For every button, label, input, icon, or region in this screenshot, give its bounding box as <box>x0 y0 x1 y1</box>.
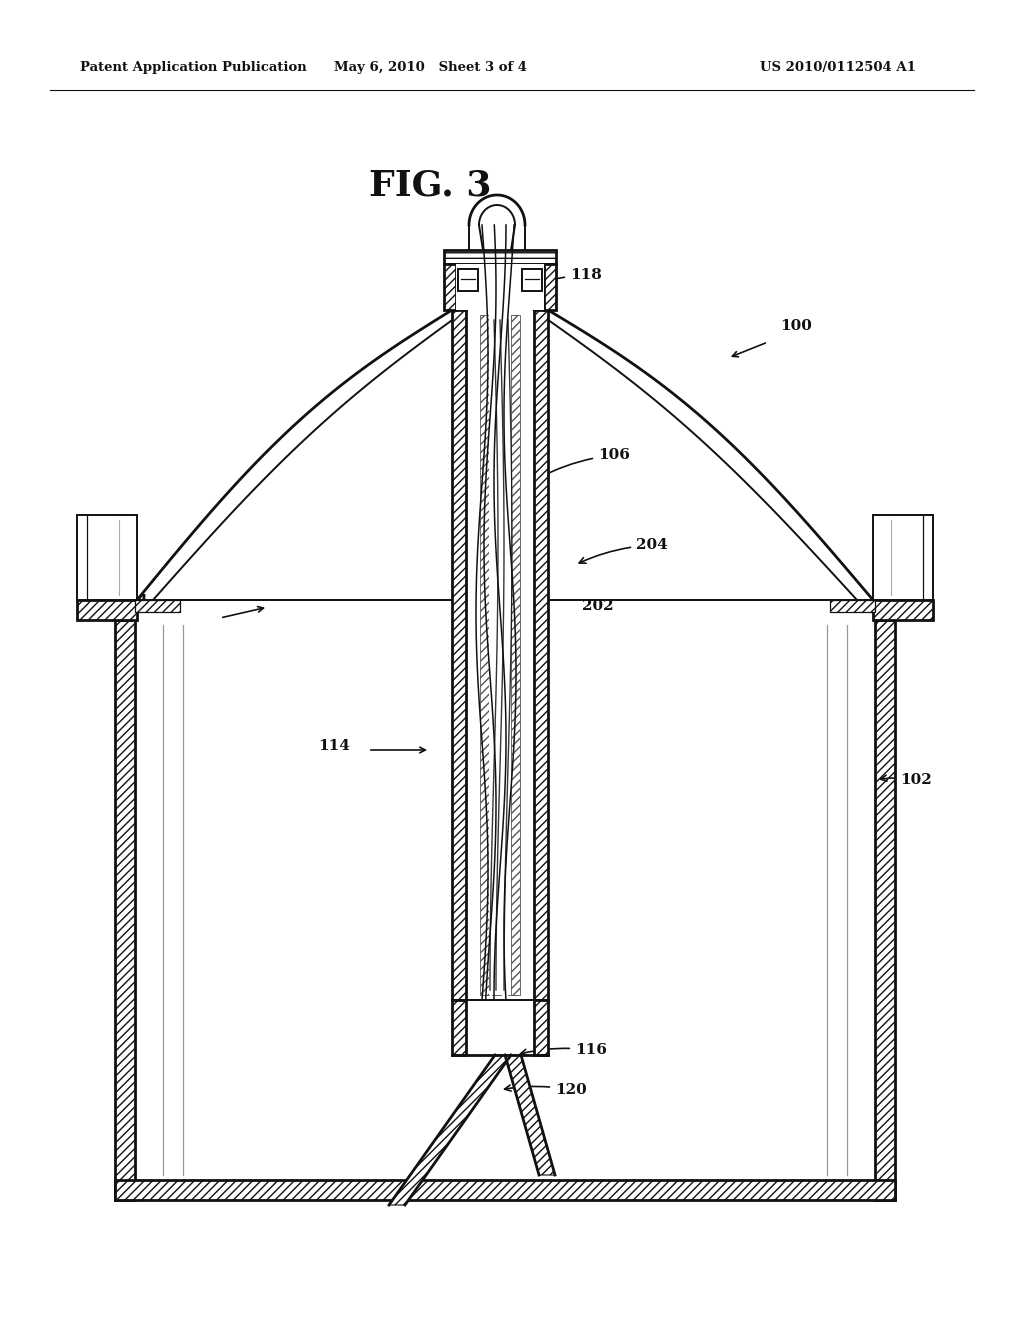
Bar <box>511 315 520 995</box>
Bar <box>492 315 501 995</box>
Text: 202: 202 <box>582 599 613 612</box>
Bar <box>873 601 933 620</box>
Text: 106: 106 <box>539 447 630 478</box>
Text: 118: 118 <box>512 268 602 293</box>
Bar <box>480 315 489 995</box>
Bar <box>444 249 556 264</box>
Text: 102: 102 <box>881 774 932 787</box>
Text: 114: 114 <box>318 739 350 752</box>
Bar <box>115 620 135 1200</box>
Bar <box>830 601 874 612</box>
Text: 204: 204 <box>580 539 668 564</box>
Bar <box>874 620 895 1200</box>
Text: 116: 116 <box>520 1043 607 1057</box>
Text: US 2010/0112504 A1: US 2010/0112504 A1 <box>760 62 915 74</box>
Bar <box>135 601 180 612</box>
Text: FIG. 3: FIG. 3 <box>369 168 492 202</box>
Text: 120: 120 <box>505 1082 587 1097</box>
Text: 104: 104 <box>116 594 148 609</box>
Bar <box>489 315 511 995</box>
Bar <box>77 515 137 601</box>
Bar <box>458 269 478 290</box>
Bar <box>456 264 544 310</box>
Bar <box>522 269 542 290</box>
Text: 100: 100 <box>780 319 812 333</box>
Bar <box>534 310 548 1001</box>
Text: Patent Application Publication: Patent Application Publication <box>80 62 307 74</box>
Bar <box>508 315 517 995</box>
Bar <box>452 310 466 1001</box>
Polygon shape <box>389 1055 511 1205</box>
Bar <box>115 1180 895 1200</box>
Bar <box>444 264 456 310</box>
Polygon shape <box>505 1055 555 1175</box>
Bar <box>544 264 556 310</box>
Bar <box>452 1001 466 1055</box>
Bar <box>873 515 933 601</box>
Bar <box>534 1001 548 1055</box>
Text: May 6, 2010   Sheet 3 of 4: May 6, 2010 Sheet 3 of 4 <box>334 62 526 74</box>
Bar <box>77 601 137 620</box>
